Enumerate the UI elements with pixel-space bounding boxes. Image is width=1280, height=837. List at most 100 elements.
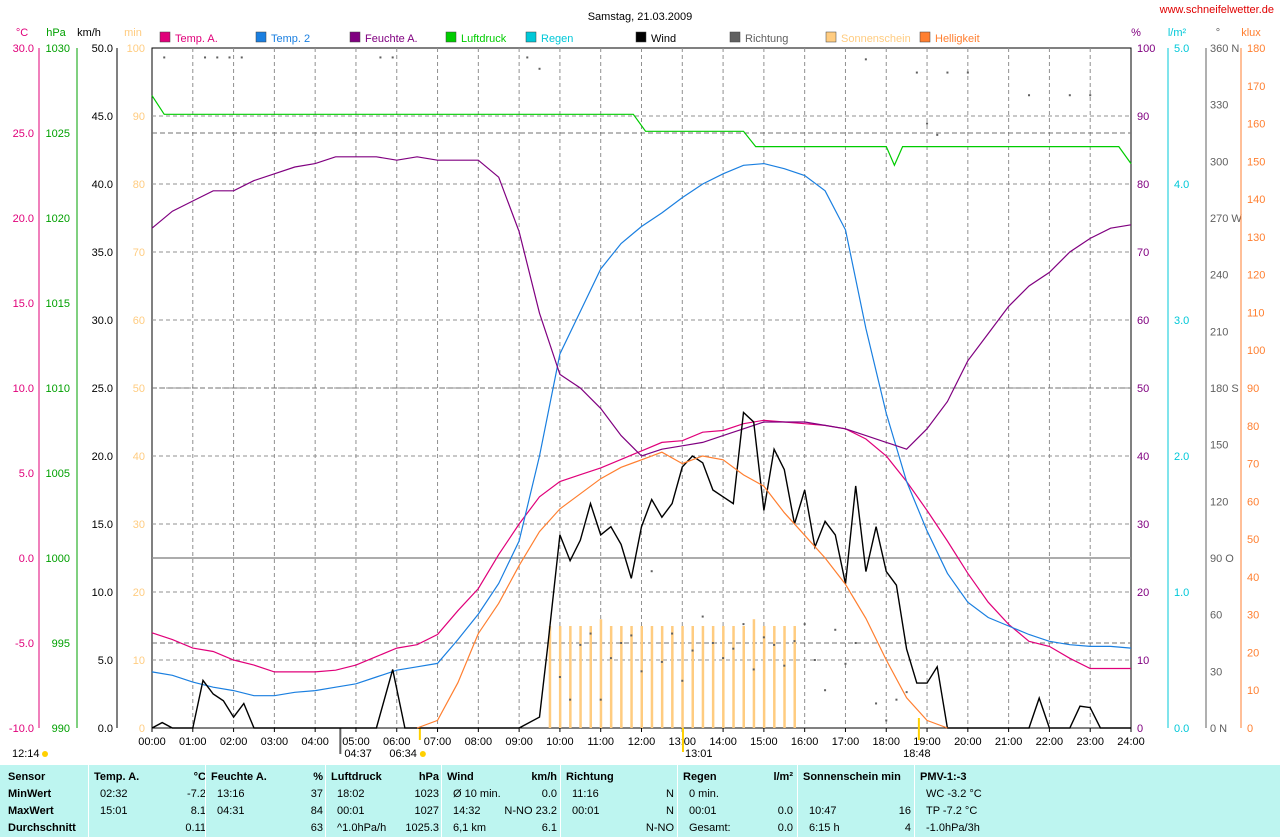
stats-separator xyxy=(205,765,206,837)
tick-humidity-0: 100 xyxy=(1137,43,1155,55)
xtick-2: 02:00 xyxy=(220,736,248,748)
stats-separator xyxy=(88,765,89,837)
sun-icon-b xyxy=(419,751,426,757)
tick-sunshine-0: 100 xyxy=(127,43,145,55)
tick-direction-2: 300 xyxy=(1210,156,1228,168)
stat-title: Feuchte A. xyxy=(211,771,267,783)
direction-dot-34 xyxy=(813,659,816,661)
direction-dot-12 xyxy=(589,632,592,635)
stat-min-label: 02:32 xyxy=(100,788,128,800)
sunshine-bar-18 xyxy=(732,626,735,728)
stat-unit: °C xyxy=(193,771,206,783)
tick-wind-1: 45.0 xyxy=(92,111,113,123)
stat-max-value: N-NO 23.2 xyxy=(504,805,557,817)
legend-swatch-6 xyxy=(729,31,741,43)
stats-separator xyxy=(797,765,798,837)
tick-rain-5: 0.0 xyxy=(1174,723,1189,735)
sunshine-bar-7 xyxy=(620,626,623,728)
xtick-0: 00:00 xyxy=(138,736,166,748)
direction-dot-39 xyxy=(864,58,867,61)
tick-wind-4: 30.0 xyxy=(92,315,113,327)
xtick-8: 08:00 xyxy=(465,736,493,748)
stat-title: PMV-1:-3 xyxy=(920,771,967,783)
sunshine-bar-19 xyxy=(742,626,745,728)
stat-title: Temp. A. xyxy=(94,771,140,783)
tick-brightness-6: 120 xyxy=(1247,270,1265,282)
direction-dot-46 xyxy=(936,133,939,136)
tick-pressure-3: 1015 xyxy=(46,298,70,310)
legend-swatch-2 xyxy=(349,31,361,43)
tick-sunshine-7: 30 xyxy=(133,519,145,531)
sunshine-bar-22 xyxy=(773,626,776,728)
marker-label-c: 13:01 xyxy=(685,748,713,760)
stats-separator xyxy=(560,765,561,837)
stat-avg-label: 6,1 km xyxy=(453,822,487,834)
xtick-24: 24:00 xyxy=(1117,736,1145,748)
tick-humidity-10: 0 xyxy=(1137,723,1143,735)
direction-dot-51 xyxy=(1089,94,1092,97)
tick-direction-0: 360 N xyxy=(1210,43,1239,55)
tick-direction-6: 180 S xyxy=(1210,383,1239,395)
direction-dot-37 xyxy=(844,662,847,665)
tick-humidity-8: 20 xyxy=(1137,587,1149,599)
tick-humidity-7: 30 xyxy=(1137,519,1149,531)
stat-avg-value: 0.11 xyxy=(185,822,206,834)
stat-max-label: 14:32 xyxy=(453,805,481,817)
tick-direction-3: 270 W xyxy=(1210,213,1242,225)
direction-dot-3 xyxy=(228,56,231,59)
stat-title: Richtung xyxy=(566,771,614,783)
xtick-1: 01:00 xyxy=(179,736,207,748)
tick-brightness-4: 140 xyxy=(1247,194,1265,206)
stat-min-value: 0.0 xyxy=(541,788,557,800)
stat-unit: hPa xyxy=(418,771,439,783)
tick-direction-4: 240 xyxy=(1210,270,1228,282)
tick-direction-9: 90 O xyxy=(1210,553,1234,565)
direction-dot-22 xyxy=(691,649,694,652)
site-link[interactable]: www.schneifelwetter.de xyxy=(1159,4,1274,16)
sunshine-bar-15 xyxy=(701,626,705,728)
tick-temp-6: 0.0 xyxy=(19,553,34,565)
tick-humidity-9: 10 xyxy=(1137,655,1149,667)
series-wind xyxy=(151,411,1131,729)
stat-max-value: 0.0 xyxy=(777,805,793,817)
stat-min-label: 11:16 xyxy=(572,788,599,800)
sun-icon-e xyxy=(42,751,48,757)
tick-wind-2: 40.0 xyxy=(92,179,113,191)
stat-max-label: 00:01 xyxy=(689,805,717,817)
stat-unit: km/h xyxy=(531,771,557,783)
stat-min-value: -7.2 xyxy=(187,788,206,800)
direction-dot-24 xyxy=(711,642,714,644)
xtick-6: 06:00 xyxy=(383,736,411,748)
tick-rain-1: 4.0 xyxy=(1174,179,1189,191)
tick-brightness-1: 170 xyxy=(1247,81,1265,93)
legend-label-1: Temp. 2 xyxy=(271,33,310,45)
tick-pressure-1: 1025 xyxy=(46,128,70,140)
tick-wind-3: 35.0 xyxy=(92,247,113,259)
tick-pressure-0: 1030 xyxy=(46,43,70,55)
stat-max-value: 8.1 xyxy=(190,805,206,817)
xtick-4: 04:00 xyxy=(301,736,329,748)
stat-avg-value: 1025.3 xyxy=(405,822,439,834)
sunshine-bar-12 xyxy=(671,626,674,728)
tick-humidity-4: 60 xyxy=(1137,315,1149,327)
xtick-18: 18:00 xyxy=(872,736,900,748)
tick-temp-8: -10.0 xyxy=(9,723,34,735)
legend-label-4: Regen xyxy=(541,33,573,45)
tick-humidity-3: 70 xyxy=(1137,247,1149,259)
stat-title: Wind xyxy=(447,771,474,783)
tick-direction-7: 150 xyxy=(1210,440,1228,452)
direction-dot-8 xyxy=(538,67,541,70)
row-label-max: MaxWert xyxy=(8,805,54,817)
stat-avg-label: Gesamt: xyxy=(689,822,731,834)
tick-humidity-5: 50 xyxy=(1137,383,1149,395)
xtick-16: 16:00 xyxy=(791,736,819,748)
stat-title: Sonnenschein min xyxy=(803,771,901,783)
tick-wind-0: 50.0 xyxy=(92,43,113,55)
stat-avg-label: ^1.0hPa/h xyxy=(337,822,387,834)
tick-rain-4: 1.0 xyxy=(1174,587,1189,599)
sunshine-bar-5 xyxy=(599,619,603,728)
stat-min-value: 1023 xyxy=(414,788,439,800)
tick-brightness-9: 90 xyxy=(1247,383,1259,395)
xtick-5: 05:00 xyxy=(342,736,370,748)
tick-direction-1: 330 xyxy=(1210,100,1228,112)
